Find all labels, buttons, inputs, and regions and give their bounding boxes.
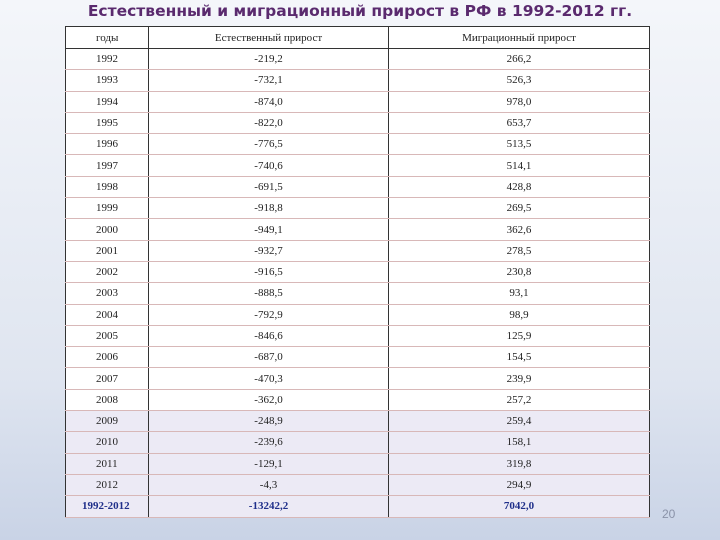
table-cell: 2011	[65, 453, 149, 475]
table-cell: -740,6	[148, 154, 389, 177]
table-cell: 239,9	[388, 367, 650, 390]
table-cell: -932,7	[148, 240, 389, 262]
data-table: годы Естественный прирост Миграционный при…	[65, 26, 650, 518]
table-row: 2008 -362,0 257,2	[65, 389, 650, 412]
table-cell: 1994	[65, 91, 149, 113]
table-cell: 2007	[65, 367, 149, 390]
table-cell: 294,9	[388, 474, 650, 497]
table-cell: 526,3	[388, 69, 650, 92]
table-row: 2011 -129,1 319,8	[65, 453, 650, 475]
table-cell: 1997	[65, 154, 149, 177]
table-row: 2001 -932,7 278,5	[65, 240, 650, 262]
table-row: 1994 -874,0 978,0	[65, 91, 650, 113]
table-cell: 513,5	[388, 133, 650, 156]
table-cell: -362,0	[148, 389, 389, 412]
table-cell: годы	[65, 26, 149, 49]
table-cell: 2003	[65, 282, 149, 305]
table-cell: 125,9	[388, 325, 650, 348]
table-cell: -888,5	[148, 282, 389, 305]
table-cell: 978,0	[388, 91, 650, 113]
table-cell: 1999	[65, 197, 149, 220]
total-row: 1992-2012 -13242,2 7042,0	[65, 495, 650, 518]
table-cell: 7042,0	[388, 495, 650, 518]
table-cell: 2004	[65, 304, 149, 326]
page-number: 20	[662, 507, 676, 521]
table-row: 2003 -888,5 93,1	[65, 282, 650, 305]
table-cell: -949,1	[148, 218, 389, 241]
table-cell: 154,5	[388, 346, 650, 369]
header-row: годы Естественный прирост Миграционный при…	[65, 26, 650, 49]
table-cell: 269,5	[388, 197, 650, 220]
table-cell: -822,0	[148, 112, 389, 135]
table-cell: 2008	[65, 389, 149, 412]
table-cell: 2006	[65, 346, 149, 369]
table-cell: 2009	[65, 410, 149, 433]
table-cell: 278,5	[388, 240, 650, 262]
title: Естественный и миграционный прирост в РФ…	[87, 2, 633, 20]
table-cell: 1998	[65, 176, 149, 199]
table-cell: -4,3	[148, 474, 389, 497]
table-cell: 653,7	[388, 112, 650, 135]
table-row: 2006 -687,0 154,5	[65, 346, 650, 369]
table-cell: 2001	[65, 240, 149, 262]
table-row: 2012 -4,3 294,9	[65, 474, 650, 497]
table-cell: 1992-2012	[65, 495, 149, 518]
table-cell: -792,9	[148, 304, 389, 326]
table-row: 2002 -916,5 230,8	[65, 261, 650, 284]
table-row: 1999 -918,8 269,5	[65, 197, 650, 220]
table-row: 1995 -822,0 653,7	[65, 112, 650, 135]
table-row: 2005 -846,6 125,9	[65, 325, 650, 348]
table-cell: 259,4	[388, 410, 650, 433]
table-cell: 319,8	[388, 453, 650, 475]
table-cell: -239,6	[148, 431, 389, 454]
table-cell: 158,1	[388, 431, 650, 454]
table-cell: 2002	[65, 261, 149, 284]
table-cell: 257,2	[388, 389, 650, 412]
table-row: 2007 -470,3 239,9	[65, 367, 650, 390]
table-cell: -248,9	[148, 410, 389, 433]
table-cell: 1992	[65, 48, 149, 71]
table-cell: -776,5	[148, 133, 389, 156]
table-cell: 2000	[65, 218, 149, 241]
table-row: 1996 -776,5 513,5	[65, 133, 650, 156]
table-cell: 1995	[65, 112, 149, 135]
table-cell: 230,8	[388, 261, 650, 284]
table-cell: 362,6	[388, 218, 650, 241]
table-cell: -846,6	[148, 325, 389, 348]
table-row: 2004 -792,9 98,9	[65, 304, 650, 326]
table-cell: -918,8	[148, 197, 389, 220]
table-row: 2010 -239,6 158,1	[65, 431, 650, 454]
table-cell: 93,1	[388, 282, 650, 305]
table-cell: 1996	[65, 133, 149, 156]
table-cell: -916,5	[148, 261, 389, 284]
table-cell: -687,0	[148, 346, 389, 369]
table-cell: -470,3	[148, 367, 389, 390]
table-cell: 1993	[65, 69, 149, 92]
table-row: 1992 -219,2 266,2	[65, 48, 650, 71]
table-cell: 514,1	[388, 154, 650, 177]
table-row: 1997 -740,6 514,1	[65, 154, 650, 177]
table-cell: 266,2	[388, 48, 650, 71]
table-cell: 2010	[65, 431, 149, 454]
table-cell: Естественный прирост	[148, 26, 389, 49]
table-cell: -129,1	[148, 453, 389, 475]
table-row: 2000 -949,1 362,6	[65, 218, 650, 241]
table-cell: -874,0	[148, 91, 389, 113]
table-cell: 98,9	[388, 304, 650, 326]
table-cell: -691,5	[148, 176, 389, 199]
table-cell: Миграционный прирост	[388, 26, 650, 49]
table-cell: 2012	[65, 474, 149, 497]
table-cell: -732,1	[148, 69, 389, 92]
table-row: 1998 -691,5 428,8	[65, 176, 650, 199]
table-cell: -13242,2	[148, 495, 389, 518]
table-row: 2009 -248,9 259,4	[65, 410, 650, 433]
table-cell: 2005	[65, 325, 149, 348]
table-row: 1993 -732,1 526,3	[65, 69, 650, 92]
table-cell: 428,8	[388, 176, 650, 199]
table-cell: -219,2	[148, 48, 389, 71]
